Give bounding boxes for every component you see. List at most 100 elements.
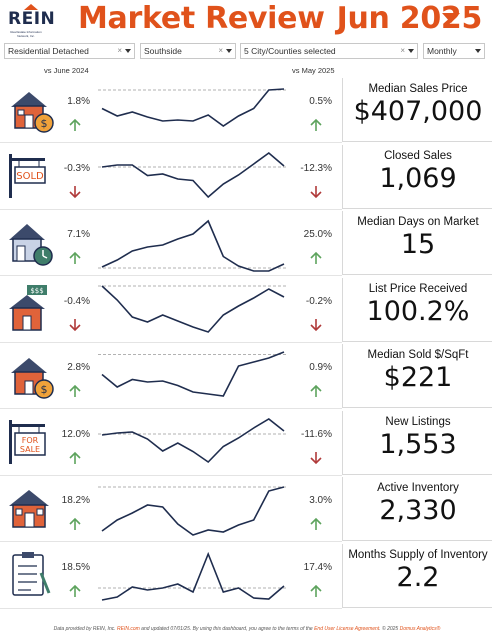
rein-logo[interactable]: REIN Real Estate Information Network, In…: [4, 3, 55, 41]
house-price-tag-icon: $$$: [9, 284, 47, 331]
for-sale-sign-icon: FOR SALE: [9, 419, 46, 464]
metric-card[interactable]: Months Supply of Inventory 2.2: [342, 543, 492, 608]
metric-label: Median Days on Market: [357, 216, 479, 228]
metric-card[interactable]: Median Sales Price $407,000: [342, 78, 492, 142]
metric-row: 18.5% 17.4% Months Supply of Inventory 2.2: [0, 543, 494, 610]
yoy-change: 12.0%: [61, 428, 90, 440]
house-clock-icon: [9, 224, 53, 266]
metric-row: $$$ -0.4% -0.2% List Price Received 100.2%: [0, 277, 494, 344]
metric-card[interactable]: New Listings 1,553: [342, 410, 492, 475]
metric-value: 15: [400, 229, 436, 260]
trend-line: [101, 151, 285, 198]
trend-line: [101, 219, 285, 272]
clipboard-checklist-icon: [12, 551, 51, 596]
chevron-down-icon[interactable]: [226, 49, 232, 53]
metric-card[interactable]: Active Inventory 2,330: [342, 477, 492, 541]
metric-card[interactable]: Closed Sales 1,069: [342, 144, 492, 209]
arrow-down-icon: [310, 185, 322, 198]
arrow-up-icon: [69, 451, 81, 464]
filter-value: 5 City/Counties selected: [244, 46, 336, 56]
arrow-up-icon: [69, 384, 81, 397]
metric-value: $407,000: [353, 96, 483, 127]
arrow-up-icon: [310, 384, 322, 397]
eula-link[interactable]: End User License Agreement: [314, 626, 380, 632]
trend-sparkline[interactable]: [98, 147, 290, 209]
clear-icon[interactable]: ×: [218, 46, 223, 55]
row-divider: [0, 474, 342, 476]
trend-line: [101, 351, 285, 397]
yoy-change: 18.5%: [61, 561, 90, 573]
mom-change: -11.6%: [301, 428, 332, 440]
logo-roof-icon: [24, 4, 38, 10]
svg-text:$: $: [41, 383, 48, 396]
yoy-change: -0.3%: [63, 162, 90, 174]
metric-label: Closed Sales: [384, 149, 452, 162]
trend-sparkline[interactable]: [98, 80, 290, 142]
metric-row: SOLD -0.3% -12.3% Closed Sales 1,069: [0, 144, 494, 211]
city-county-filter[interactable]: 5 City/Counties selected ×: [240, 43, 418, 59]
metric-value: 1,069: [379, 162, 457, 194]
metric-label: Active Inventory: [377, 482, 459, 494]
yoy-change: -0.4%: [63, 295, 90, 307]
trend-sparkline[interactable]: [98, 413, 290, 475]
metric-row: 7.1% 25.0% Median Days on Market 15: [0, 211, 494, 277]
metric-label: Months Supply of Inventory: [348, 548, 488, 561]
clear-icon[interactable]: ×: [400, 46, 405, 55]
title-month: Jun 2025: [336, 1, 483, 36]
svg-text:FOR: FOR: [22, 436, 39, 445]
filter-value: Southside: [144, 46, 182, 56]
metric-row: $2.8% 0.9% Median Sold $/SqFt $221: [0, 344, 494, 410]
arrow-up-icon: [69, 584, 81, 597]
vs-last-month-label: vs May 2025: [292, 66, 335, 75]
rein-link[interactable]: REIN.com: [117, 626, 140, 632]
trend-sparkline[interactable]: [98, 346, 290, 408]
domus-analytics-link[interactable]: Domus Analytics®: [399, 626, 441, 632]
trend-sparkline[interactable]: [98, 213, 290, 275]
page-title: Market Review Jun 2025: [78, 1, 482, 36]
row-divider: [0, 275, 342, 276]
row-divider: [0, 541, 342, 542]
row-divider: [0, 208, 342, 210]
month-dropdown-caret-icon[interactable]: [442, 13, 460, 23]
metric-label: Median Sold $/SqFt: [367, 349, 469, 361]
trend-sparkline[interactable]: [98, 280, 290, 342]
metric-label: List Price Received: [368, 282, 468, 295]
footer-text: . © 2025: [379, 626, 400, 632]
metric-card[interactable]: Median Sold $/SqFt $221: [342, 344, 492, 408]
yoy-change: 2.8%: [67, 362, 90, 373]
mom-change: 3.0%: [309, 495, 332, 506]
metric-value: 100.2%: [366, 295, 470, 327]
row-divider: [0, 607, 342, 609]
trend-line: [101, 486, 285, 536]
metric-card[interactable]: Median Days on Market 15: [342, 211, 492, 275]
mom-change: -0.2%: [305, 295, 332, 307]
trend-sparkline[interactable]: [98, 479, 290, 541]
title-text: Market Review: [78, 1, 325, 36]
metric-value: 2.2: [396, 561, 440, 593]
arrow-up-icon: [69, 517, 81, 530]
property-type-filter[interactable]: Residential Detached ×: [4, 43, 135, 59]
metric-value: 2,330: [379, 495, 457, 526]
trend-line: [101, 551, 285, 601]
yoy-change: 18.2%: [61, 495, 90, 506]
metric-label: New Listings: [385, 415, 451, 428]
chevron-down-icon[interactable]: [125, 49, 131, 53]
trend-sparkline[interactable]: [98, 546, 290, 608]
yoy-change: 1.8%: [67, 96, 90, 107]
filter-value: Monthly: [427, 46, 457, 56]
house-inventory-icon: [9, 490, 49, 528]
clear-icon[interactable]: ×: [117, 46, 122, 55]
trend-line: [101, 88, 285, 127]
svg-text:SOLD: SOLD: [16, 171, 44, 182]
metric-card[interactable]: List Price Received 100.2%: [342, 277, 492, 342]
footer-text: and updated 07/01/25. By using this dash…: [139, 626, 315, 632]
period-filter[interactable]: Monthly: [423, 43, 485, 59]
row-divider: [0, 142, 342, 143]
row-divider: [0, 408, 342, 409]
area-filter[interactable]: Southside ×: [140, 43, 236, 59]
mom-change: 0.5%: [309, 96, 332, 107]
chevron-down-icon[interactable]: [408, 49, 414, 53]
arrow-up-icon: [310, 517, 322, 530]
chevron-down-icon[interactable]: [475, 49, 481, 53]
mom-change: 25.0%: [303, 229, 332, 240]
